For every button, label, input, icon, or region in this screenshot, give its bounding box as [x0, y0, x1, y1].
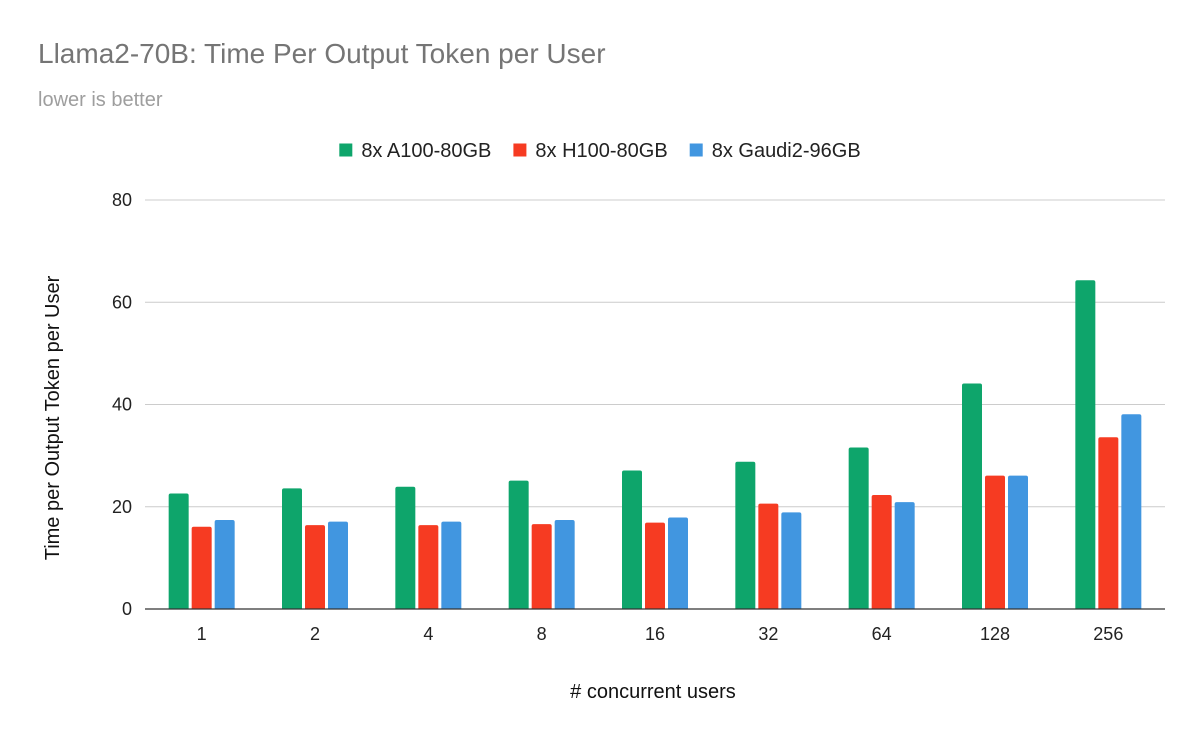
x-tick-label: 256 [1093, 624, 1123, 644]
legend-item: 8x H100-80GB [513, 140, 668, 162]
chart-subtitle: lower is better [38, 89, 163, 111]
bar [214, 520, 235, 609]
bar [1075, 280, 1096, 609]
x-tick-label: 1 [197, 624, 207, 644]
y-tick-label: 40 [112, 395, 132, 415]
bar [645, 522, 665, 609]
bars [145, 280, 1165, 610]
bar [395, 486, 416, 609]
bar [328, 521, 348, 609]
bar [622, 470, 642, 609]
y-axis-ticks: 0 20 40 60 80 [112, 190, 132, 619]
bar [508, 480, 529, 609]
bar [282, 488, 302, 609]
y-tick-label: 60 [112, 292, 132, 312]
bar [668, 517, 688, 609]
bar [418, 525, 439, 609]
bar [1008, 475, 1028, 609]
x-tick-label: 128 [980, 624, 1010, 644]
bar [305, 525, 325, 609]
legend-swatch [513, 143, 527, 157]
y-tick-label: 20 [112, 497, 132, 517]
legend-swatch [689, 143, 703, 157]
legend-label: 8x A100-80GB [361, 140, 491, 162]
legend-swatch [339, 143, 353, 157]
bar [894, 502, 915, 609]
x-tick-label: 4 [423, 624, 433, 644]
bar [554, 520, 575, 609]
x-tick-label: 8 [537, 624, 547, 644]
bar [191, 526, 212, 609]
y-tick-label: 80 [112, 190, 132, 210]
x-axis-ticks: 1 2 4 8 16 32 64 128 256 [197, 624, 1124, 644]
x-tick-label: 2 [310, 624, 320, 644]
x-axis-title: # concurrent users [570, 681, 736, 703]
bar [781, 512, 802, 609]
y-tick-label: 0 [122, 599, 132, 619]
gridlines [145, 199, 1165, 508]
bar [735, 461, 756, 609]
legend-label: 8x Gaudi2-96GB [712, 140, 861, 162]
bar [1121, 414, 1142, 609]
bar [531, 524, 552, 609]
bar [1098, 437, 1119, 609]
bar [441, 521, 462, 609]
legend-item: 8x A100-80GB [339, 140, 491, 162]
bar [985, 475, 1005, 609]
legend: 8x A100-80GB 8x H100-80GB 8x Gaudi2-96GB [339, 140, 861, 162]
bar [871, 494, 892, 609]
x-tick-label: 16 [645, 624, 665, 644]
x-tick-label: 64 [872, 624, 892, 644]
bar [168, 493, 189, 609]
legend-item: 8x Gaudi2-96GB [689, 140, 861, 162]
chart-title: Llama2-70B: Time Per Output Token per Us… [38, 38, 606, 69]
bar [848, 447, 869, 609]
bar [758, 503, 779, 609]
x-tick-label: 32 [758, 624, 778, 644]
y-axis-title: Time per Output Token per User [42, 275, 64, 560]
bar [962, 383, 982, 609]
legend-label: 8x H100-80GB [535, 140, 667, 162]
